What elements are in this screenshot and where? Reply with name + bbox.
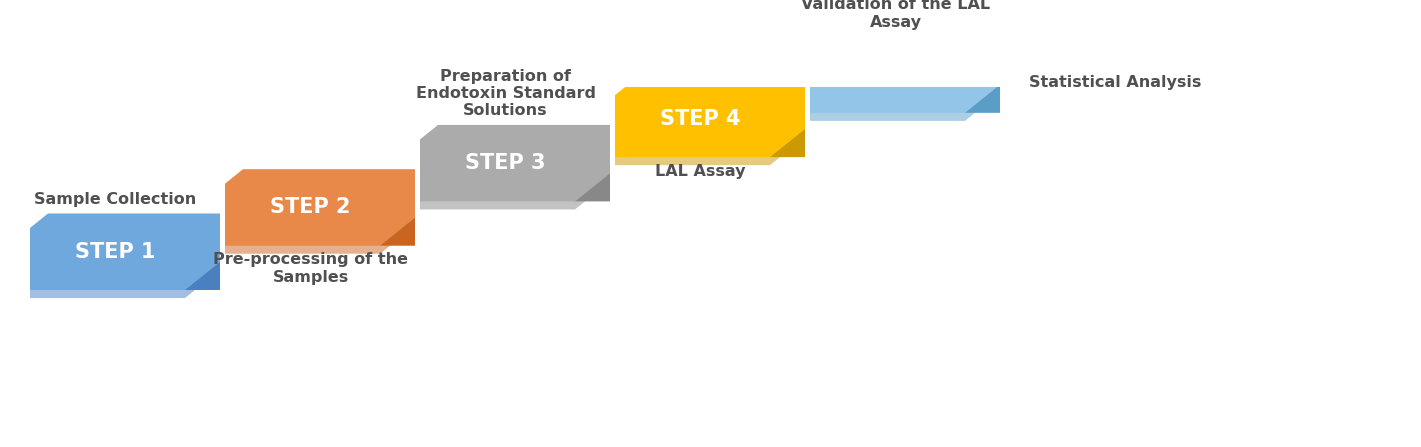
Text: STEP 2: STEP 2 [270,198,351,217]
Polygon shape [225,169,415,246]
Text: STEP 1: STEP 1 [75,242,156,262]
Polygon shape [1005,0,1225,76]
Polygon shape [576,173,610,202]
Text: STEP 6: STEP 6 [1061,20,1142,40]
Polygon shape [379,218,415,246]
Polygon shape [615,80,806,157]
Polygon shape [421,125,610,202]
Polygon shape [615,89,806,165]
Polygon shape [30,214,220,290]
Text: Statistical Analysis: Statistical Analysis [1029,75,1201,90]
Text: LAL Assay: LAL Assay [655,164,746,178]
Text: Sample Collection: Sample Collection [34,192,196,207]
Text: STEP 3: STEP 3 [465,153,546,173]
Polygon shape [965,84,1000,113]
Polygon shape [770,129,806,157]
Text: Pre-processing of the
Samples: Pre-processing of the Samples [213,252,408,285]
Polygon shape [810,44,1000,121]
Polygon shape [810,36,1000,113]
Text: STEP 4: STEP 4 [661,109,740,129]
Text: Preparation of
Endotoxin Standard
Solutions: Preparation of Endotoxin Standard Soluti… [415,69,595,118]
Polygon shape [225,177,415,254]
Text: Validation of the LAL
Assay: Validation of the LAL Assay [801,0,990,30]
Text: STEP 5: STEP 5 [855,64,936,84]
Polygon shape [185,262,220,290]
Polygon shape [1005,0,1225,68]
Polygon shape [30,222,220,298]
Polygon shape [421,133,610,210]
